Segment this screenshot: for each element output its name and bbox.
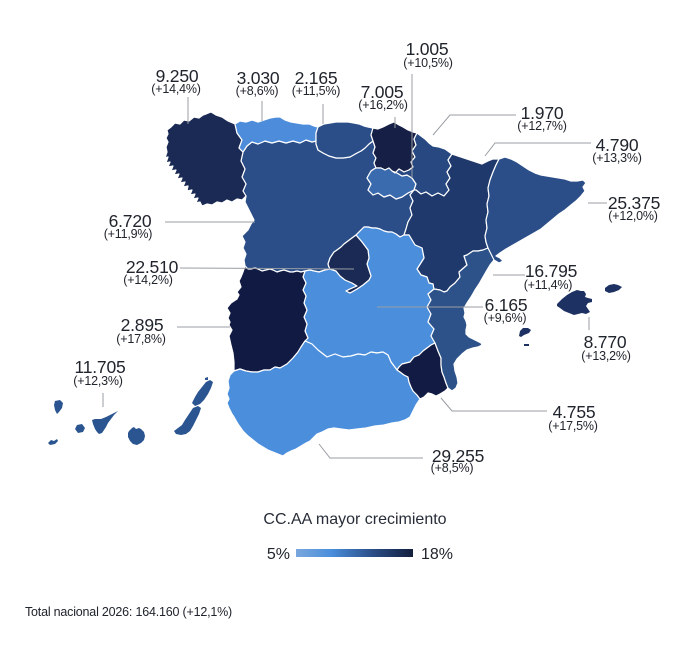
svg-text:1.970: 1.970	[521, 103, 564, 123]
svg-text:(+12,0%): (+12,0%)	[608, 209, 658, 223]
svg-text:18%: 18%	[421, 546, 453, 563]
svg-text:(+11,9%): (+11,9%)	[104, 227, 153, 241]
svg-text:6.720: 6.720	[109, 211, 152, 231]
svg-text:(+17,5%): (+17,5%)	[548, 419, 598, 433]
svg-text:7.005: 7.005	[361, 82, 404, 102]
svg-text:(+9,6%): (+9,6%)	[484, 311, 527, 325]
svg-text:4.755: 4.755	[553, 402, 596, 422]
svg-text:22.510: 22.510	[126, 257, 179, 277]
svg-text:11.705: 11.705	[74, 357, 125, 377]
svg-text:(+13,2%): (+13,2%)	[581, 349, 631, 363]
svg-text:(+17,8%): (+17,8%)	[116, 332, 166, 346]
svg-text:9.250: 9.250	[156, 66, 199, 86]
svg-text:(+12,7%): (+12,7%)	[517, 119, 567, 133]
svg-text:CC.AA mayor crecimiento: CC.AA mayor crecimiento	[263, 511, 446, 528]
svg-text:(+16,2%): (+16,2%)	[358, 98, 408, 112]
svg-text:6.165: 6.165	[485, 295, 528, 315]
svg-text:3.030: 3.030	[237, 68, 280, 88]
svg-text:(+8,6%): (+8,6%)	[236, 84, 279, 98]
svg-text:2.895: 2.895	[121, 315, 164, 335]
svg-text:29.255: 29.255	[432, 446, 484, 466]
svg-text:4.790: 4.790	[596, 135, 639, 155]
svg-text:(+12,3%): (+12,3%)	[73, 374, 123, 388]
svg-text:(+11,5%): (+11,5%)	[292, 84, 341, 98]
svg-text:(+8,5%): (+8,5%)	[431, 461, 474, 475]
svg-text:(+14,2%): (+14,2%)	[123, 273, 173, 287]
svg-text:(+14,4%): (+14,4%)	[151, 82, 201, 96]
svg-text:2.165: 2.165	[295, 68, 338, 88]
svg-text:25.375: 25.375	[608, 193, 660, 213]
svg-text:8.770: 8.770	[584, 332, 627, 352]
svg-text:16.795: 16.795	[525, 261, 577, 281]
svg-text:(+10,5%): (+10,5%)	[403, 56, 453, 70]
svg-text:Total nacional 2026: 164.160 (: Total nacional 2026: 164.160 (+12,1%)	[25, 605, 232, 619]
svg-text:(+11,4%): (+11,4%)	[524, 278, 573, 292]
svg-text:(+13,3%): (+13,3%)	[592, 151, 642, 165]
svg-text:1.005: 1.005	[406, 39, 449, 59]
svg-text:5%: 5%	[267, 546, 290, 563]
